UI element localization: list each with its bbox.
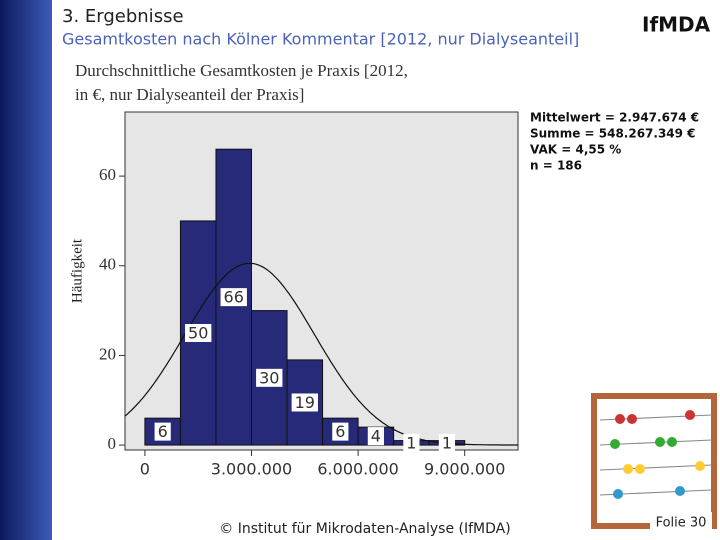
footer: © Institut für Mikrodaten-Analyse (IfMDA… (219, 521, 510, 537)
value-label-box (367, 427, 384, 446)
value-label-box (256, 368, 283, 387)
stats-annotation: Summe = 548.267.349 € (530, 127, 696, 141)
y-tick-label: 40 (99, 255, 116, 274)
stats-annotation: n = 186 (530, 159, 582, 173)
value-label: 66 (224, 288, 244, 307)
value-label-box (332, 422, 349, 441)
side-strip (0, 0, 52, 540)
value-label-box (403, 433, 420, 452)
logo: IfMDA (642, 13, 711, 37)
slide-heading: 3. Ergebnisse (62, 6, 184, 27)
value-label: 1 (442, 433, 452, 452)
abacus (591, 393, 717, 529)
stats-annotation: Mittelwert = 2.947.674 € (530, 111, 699, 125)
x-tick-label: 9.000.000 (424, 460, 505, 479)
value-label-box (154, 422, 171, 441)
y-tick-label: 60 (99, 165, 116, 184)
x-tick-label: 3.000.000 (211, 460, 292, 479)
y-axis-label: Häufigkeit (69, 238, 85, 303)
value-label: 30 (259, 368, 279, 387)
chart-title: in €, nur Dialyseanteil der Praxis] (75, 85, 304, 104)
value-label: 50 (188, 324, 208, 343)
value-label: 6 (158, 422, 168, 441)
value-label: 1 (406, 433, 416, 452)
value-label-box (291, 393, 318, 412)
value-label: 6 (335, 422, 345, 441)
value-label: 4 (371, 427, 381, 446)
chart: Durchschnittliche Gesamtkosten je Praxis… (69, 61, 699, 479)
value-label-box (185, 324, 212, 342)
slide-subheading: Gesamtkosten nach Kölner Kommentar [2012… (62, 30, 579, 49)
slide-number: Folie 30 (656, 516, 707, 531)
value-label-box (438, 433, 456, 452)
value-label: 19 (295, 393, 315, 412)
slide-number-box (650, 512, 712, 534)
chart-title: Durchschnittliche Gesamtkosten je Praxis… (75, 61, 408, 80)
y-tick-label: 20 (99, 344, 116, 363)
y-tick-label: 0 (108, 434, 117, 453)
value-label-box (220, 288, 247, 307)
stats-annotation: VAK = 4,55 % (530, 143, 621, 157)
x-tick-label: 6.000.000 (317, 460, 398, 479)
x-tick-label: 0 (140, 460, 150, 479)
